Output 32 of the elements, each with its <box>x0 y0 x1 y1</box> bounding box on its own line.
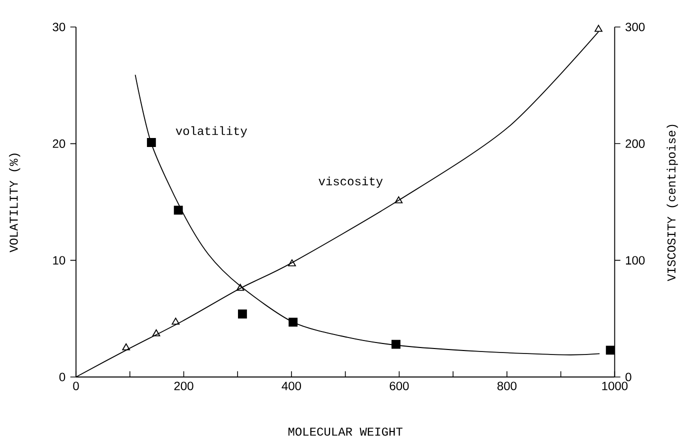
point <box>174 206 183 215</box>
x-tick-label: 0 <box>73 382 79 390</box>
y-tick-label: 20 <box>52 139 66 148</box>
x-tick-label: 1000 <box>602 382 628 390</box>
y2-tick-label: 200 <box>626 139 645 148</box>
y2-axis-title: VISCOSITY (centipoise) <box>666 124 678 282</box>
point <box>288 259 296 266</box>
point <box>392 340 400 349</box>
point <box>394 196 403 204</box>
y-tick-label: 0 <box>59 372 66 382</box>
x-axis-title: MOLECULAR WEIGHT <box>288 428 402 436</box>
point <box>606 346 615 355</box>
y2-tick-label: 300 <box>626 22 645 32</box>
y2-tick-label: 100 <box>626 256 645 265</box>
point <box>146 138 156 147</box>
point <box>172 318 180 325</box>
y-tick-label: 10 <box>53 256 66 265</box>
series-label: viscosity <box>318 176 383 188</box>
y-axis-title: VOLATILITY (%) <box>8 154 20 252</box>
y-tick-label: 30 <box>52 22 66 32</box>
x-tick-label: 200 <box>174 382 194 390</box>
x-tick-label: 600 <box>390 382 409 390</box>
point <box>238 310 247 318</box>
y2-tick-label: 0 <box>626 372 632 382</box>
point <box>152 329 160 336</box>
point <box>122 343 130 350</box>
point <box>236 284 244 291</box>
x-tick-label: 800 <box>497 382 516 390</box>
series-label: volatility <box>176 126 248 138</box>
point <box>288 318 298 327</box>
x-tick-label: 400 <box>282 382 302 390</box>
point <box>594 24 602 32</box>
